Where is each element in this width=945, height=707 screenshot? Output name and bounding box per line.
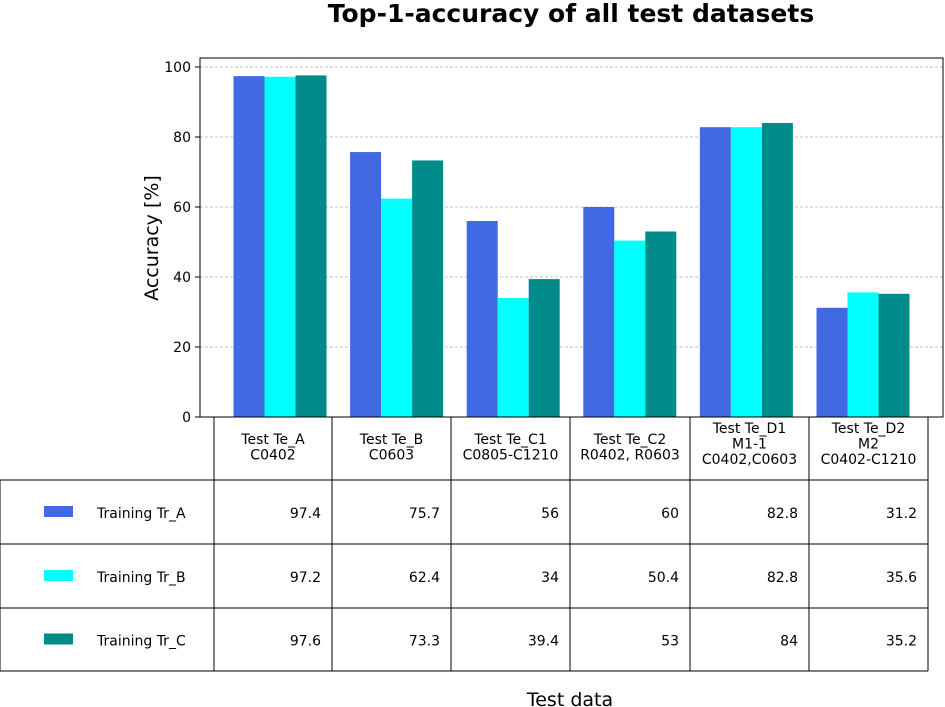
column-header: Test Te_C2: [593, 432, 667, 448]
column-header: C0805-C1210: [463, 448, 559, 464]
y-tick-label: 80: [173, 130, 191, 146]
bar-2-5: [878, 293, 910, 417]
bar-0-5: [816, 307, 848, 417]
bar-1-0: [264, 76, 296, 418]
table-cell: 97.6: [290, 634, 321, 650]
column-header: R0402, R0603: [580, 448, 680, 464]
table-cell: 73.3: [409, 634, 440, 650]
bar-0-4: [699, 127, 731, 417]
y-tick-label: 60: [173, 200, 191, 216]
y-tick-label: 100: [164, 60, 191, 76]
table-cell: 35.2: [886, 634, 917, 650]
table-cell: 82.8: [767, 570, 798, 586]
bar-2-0: [295, 75, 327, 418]
bar-2-2: [528, 279, 560, 417]
column-header: C0402-C1210: [821, 452, 917, 468]
bar-1-1: [381, 198, 413, 417]
legend-swatch: [44, 633, 73, 645]
bar-2-1: [412, 160, 444, 417]
legend-label: Training Tr_C: [96, 634, 186, 650]
column-header: Test Te_A: [240, 432, 305, 448]
bar-1-4: [730, 127, 762, 417]
table-cell: 97.4: [290, 506, 321, 522]
table-cell: 39.4: [528, 634, 559, 650]
column-header: M2: [858, 437, 879, 453]
x-axis-label: Test data: [526, 689, 613, 707]
column-header: C0402: [250, 448, 295, 464]
legend-label: Training Tr_A: [96, 506, 186, 522]
y-axis-label: Accuracy [%]: [141, 175, 163, 301]
column-header: C0603: [369, 448, 414, 464]
table-cell: 84: [780, 634, 798, 650]
table-cell: 53: [661, 634, 679, 650]
table-cell: 97.2: [290, 570, 321, 586]
y-tick-label: 20: [173, 340, 191, 356]
column-header: Test Te_D2: [831, 421, 906, 437]
table-cell: 31.2: [886, 506, 917, 522]
table-cell: 34: [541, 570, 559, 586]
bar-1-5: [847, 292, 879, 417]
y-tick-label: 0: [182, 410, 191, 426]
column-header: Test Te_C1: [473, 432, 547, 448]
bar-0-2: [466, 221, 498, 417]
bar-2-3: [645, 231, 677, 417]
chart-title: Top-1-accuracy of all test datasets: [328, 0, 814, 28]
bar-0-3: [583, 207, 615, 417]
bar-0-1: [350, 152, 382, 418]
table-cell: 62.4: [409, 570, 440, 586]
table-cell: 60: [661, 506, 679, 522]
bar-2-4: [761, 123, 793, 417]
table-cell: 50.4: [648, 570, 679, 586]
table-cell: 35.6: [886, 570, 917, 586]
y-tick-label: 40: [173, 270, 191, 286]
column-header: Test Te_D1: [712, 421, 787, 437]
table-cell: 56: [541, 506, 559, 522]
legend-swatch: [44, 506, 73, 517]
legend-label: Training Tr_B: [96, 570, 186, 586]
column-header: Test Te_B: [359, 432, 423, 448]
bar-1-3: [614, 240, 646, 417]
table-cell: 82.8: [767, 506, 798, 522]
table-cell: 75.7: [409, 506, 440, 522]
legend-swatch: [44, 570, 73, 581]
bar-0-0: [233, 76, 265, 417]
column-header: C0402,C0603: [702, 452, 797, 468]
bar-1-2: [497, 298, 529, 417]
column-header: M1-1: [732, 437, 767, 453]
